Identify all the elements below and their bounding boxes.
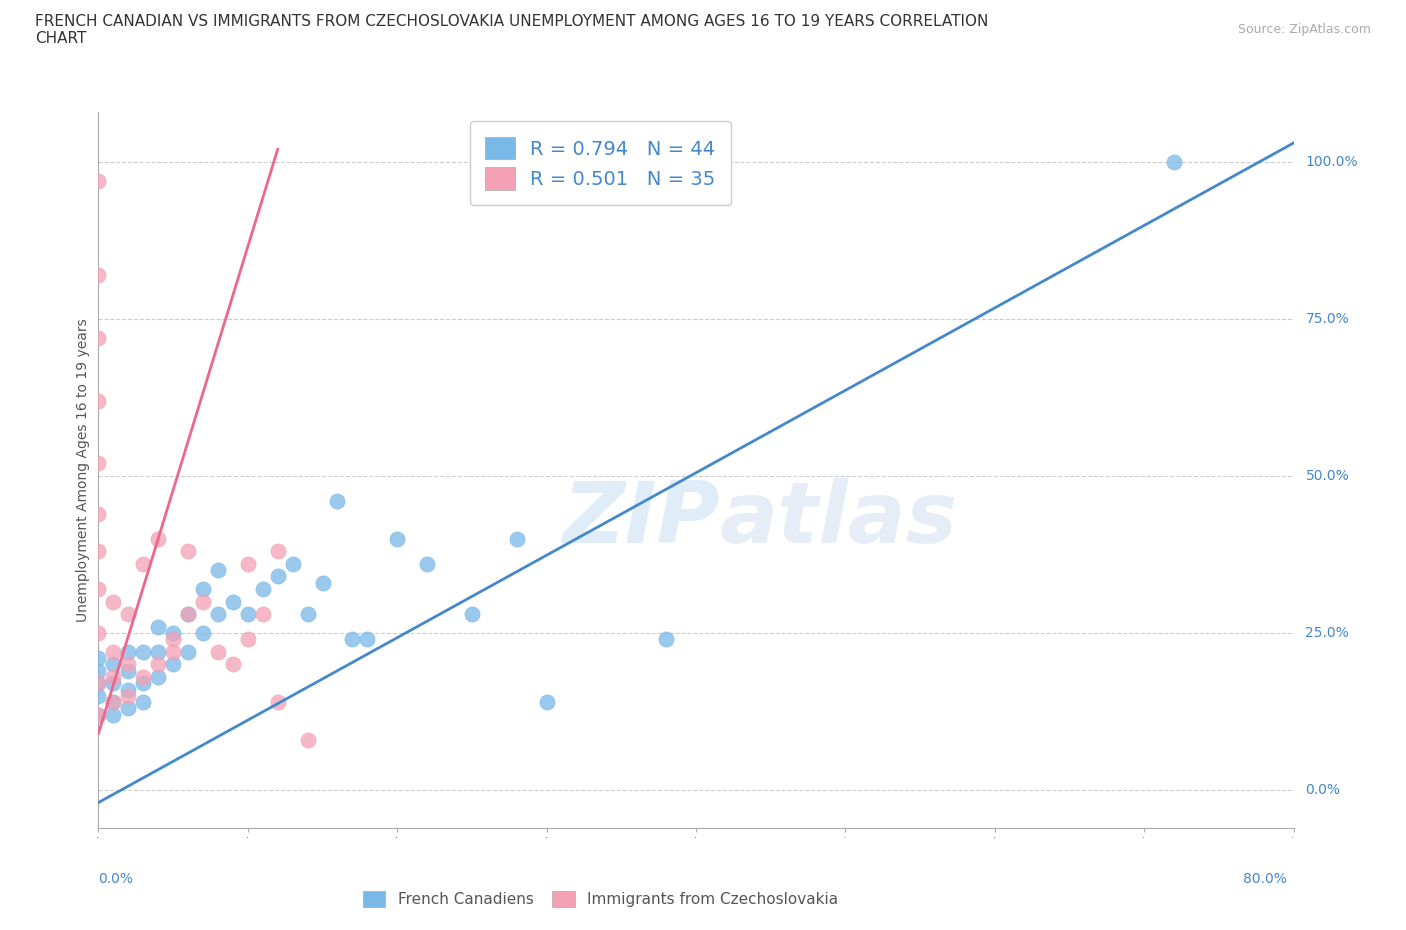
Point	[222, 594, 245, 609]
Point	[132, 670, 155, 684]
Point	[103, 594, 125, 609]
Point	[117, 688, 139, 703]
Point	[132, 556, 155, 571]
Point	[132, 676, 155, 691]
Point	[87, 626, 110, 641]
Point	[461, 606, 484, 621]
Point	[117, 657, 139, 671]
Point	[148, 657, 170, 671]
Point	[416, 556, 439, 571]
Point	[252, 581, 274, 596]
Point	[87, 676, 110, 691]
Point	[267, 544, 290, 559]
Point	[87, 581, 110, 596]
Point	[87, 663, 110, 678]
Point	[87, 688, 110, 703]
Point	[87, 330, 110, 345]
Point	[252, 606, 274, 621]
Point	[342, 631, 364, 646]
Point	[117, 701, 139, 716]
Legend: French Canadiens, Immigrants from Czechoslovakia: French Canadiens, Immigrants from Czecho…	[357, 885, 844, 913]
Point	[87, 707, 110, 722]
Point	[177, 606, 200, 621]
Point	[177, 544, 200, 559]
Point	[222, 657, 245, 671]
Point	[87, 173, 110, 188]
Point	[87, 268, 110, 283]
Point	[207, 606, 229, 621]
Text: 0.0%: 0.0%	[1305, 783, 1340, 797]
Point	[103, 670, 125, 684]
Point	[87, 544, 110, 559]
Text: 100.0%: 100.0%	[1305, 155, 1358, 169]
Point	[103, 657, 125, 671]
Point	[117, 606, 139, 621]
Point	[103, 695, 125, 710]
Text: 50.0%: 50.0%	[1305, 469, 1350, 483]
Point	[191, 626, 214, 641]
Text: 25.0%: 25.0%	[1305, 626, 1350, 640]
Point	[87, 506, 110, 521]
Text: 75.0%: 75.0%	[1305, 312, 1350, 326]
Point	[506, 531, 529, 546]
Text: 0.0%: 0.0%	[98, 871, 134, 886]
Text: ZIP: ZIP	[562, 478, 720, 562]
Point	[236, 556, 259, 571]
Text: FRENCH CANADIAN VS IMMIGRANTS FROM CZECHOSLOVAKIA UNEMPLOYMENT AMONG AGES 16 TO : FRENCH CANADIAN VS IMMIGRANTS FROM CZECH…	[35, 14, 988, 46]
Point	[132, 695, 155, 710]
Point	[356, 631, 378, 646]
Point	[87, 676, 110, 691]
Point	[132, 644, 155, 659]
Point	[148, 670, 170, 684]
Point	[267, 695, 290, 710]
Point	[117, 663, 139, 678]
Y-axis label: Unemployment Among Ages 16 to 19 years: Unemployment Among Ages 16 to 19 years	[76, 318, 90, 621]
Point	[1163, 154, 1185, 169]
Point	[87, 651, 110, 666]
Point	[162, 644, 184, 659]
Point	[236, 606, 259, 621]
Point	[148, 619, 170, 634]
Point	[87, 707, 110, 722]
Text: atlas: atlas	[720, 478, 957, 562]
Point	[87, 393, 110, 408]
Point	[191, 581, 214, 596]
Point	[103, 707, 125, 722]
Point	[177, 644, 200, 659]
Point	[103, 676, 125, 691]
Point	[326, 494, 349, 509]
Point	[207, 563, 229, 578]
Point	[162, 631, 184, 646]
Point	[148, 531, 170, 546]
Point	[297, 732, 319, 747]
Point	[103, 644, 125, 659]
Point	[117, 644, 139, 659]
Point	[655, 631, 678, 646]
Point	[236, 631, 259, 646]
Point	[536, 695, 558, 710]
Point	[87, 456, 110, 471]
Point	[103, 695, 125, 710]
Point	[297, 606, 319, 621]
Point	[267, 569, 290, 584]
Point	[117, 682, 139, 697]
Point	[162, 626, 184, 641]
Point	[311, 576, 333, 591]
Point	[162, 657, 184, 671]
Point	[148, 644, 170, 659]
Point	[385, 531, 409, 546]
Text: 80.0%: 80.0%	[1243, 871, 1286, 886]
Point	[281, 556, 304, 571]
Point	[177, 606, 200, 621]
Point	[207, 644, 229, 659]
Text: Source: ZipAtlas.com: Source: ZipAtlas.com	[1237, 23, 1371, 36]
Point	[191, 594, 214, 609]
